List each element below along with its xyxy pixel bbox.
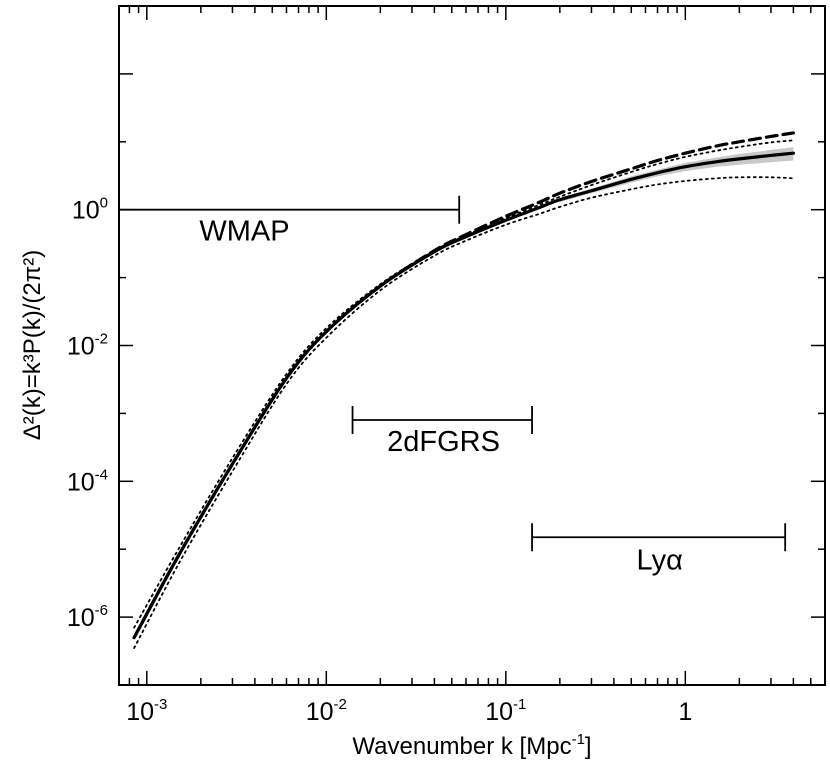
series-line-dashed [132, 131, 795, 640]
annotation-label-2dfgrs: 2dFGRS [387, 426, 500, 458]
annotation-layer: WMAP 2dFGRS Lyα [119, 195, 787, 577]
y-axis-label: Δ²(k)=k³P(k)/(2π²) [19, 250, 46, 441]
x-tick-label: 10-1 [485, 696, 526, 726]
y-tick-label: 100 [72, 195, 108, 225]
x-axis-label-sup: -1 [572, 731, 585, 748]
series-layer [132, 131, 795, 649]
y-tick-label: 10-4 [67, 466, 108, 496]
annotation-label-wmap: WMAP [199, 216, 289, 248]
plot-frame [118, 5, 826, 686]
x-tick-label: 10-2 [306, 696, 347, 726]
x-axis-label-main: Wavenumber k [Mpc [352, 733, 571, 760]
x-axis-label: Wavenumber k [Mpc-1] [352, 731, 591, 760]
series-line-dotted-upper [133, 139, 795, 629]
y-tick-label: 10-2 [67, 331, 108, 361]
annotation-label-ly: Lyα [637, 545, 683, 577]
x-axis-label-end: ] [585, 733, 592, 760]
x-tick-label: 10-3 [126, 696, 167, 726]
x-tick-label: 1 [678, 698, 692, 726]
tick-layer [118, 6, 826, 686]
series-line-dotted-lower [133, 176, 795, 649]
tick-label-layer: 10-3 10-2 10-1 1 10-6 10-4 10-2 100 [67, 195, 692, 726]
y-tick-label: 10-6 [67, 602, 108, 632]
